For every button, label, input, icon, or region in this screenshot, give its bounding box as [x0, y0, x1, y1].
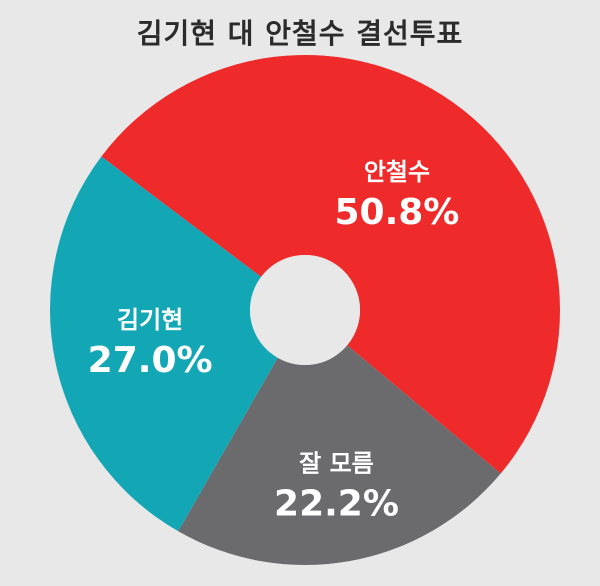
pie-slice	[49, 156, 278, 532]
pie-slice	[178, 345, 501, 566]
slice-value-label: 22.2%	[274, 484, 399, 525]
slice-value-label: 50.8%	[334, 192, 459, 233]
chart-title: 김기현 대 안철수 결선투표	[136, 17, 464, 50]
slice-name-label: 안철수	[364, 158, 430, 186]
slice-value-label: 27.0%	[88, 340, 213, 381]
donut-hole	[250, 255, 360, 365]
slice-name-label: 잘 모름	[299, 450, 374, 478]
slice-name-label: 김기현	[117, 306, 183, 334]
pie-slice	[101, 55, 560, 474]
